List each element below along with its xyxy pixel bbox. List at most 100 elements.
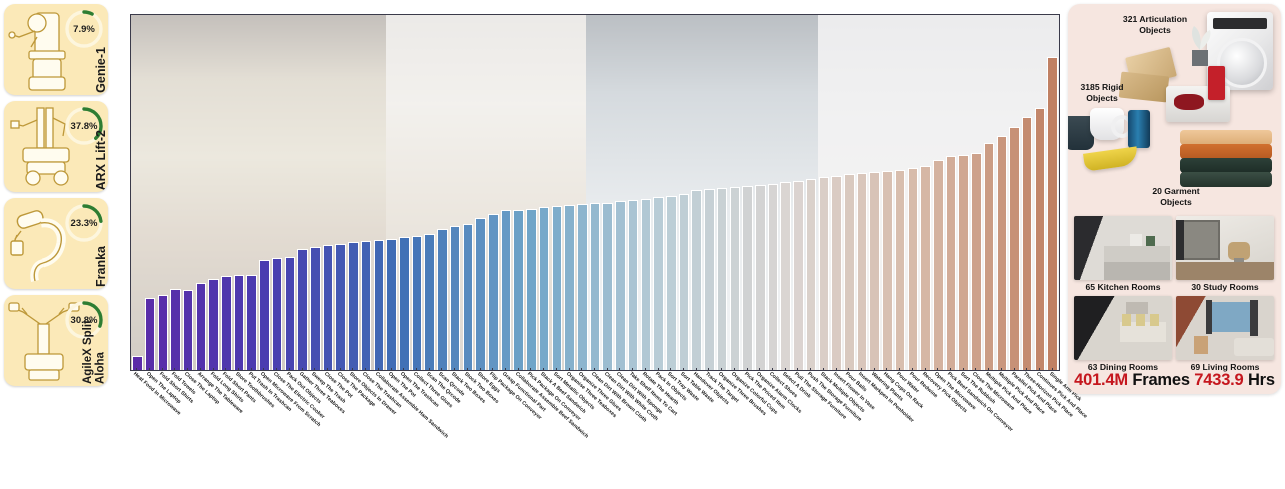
hours-label: Hrs [1247,371,1275,389]
x-tick-mark [632,368,634,371]
x-tick-mark [848,368,850,371]
y-tick-mark-0 [130,360,131,361]
rigid-line2: Objects [1086,92,1118,103]
bar-26 [462,223,474,370]
bar-31 [526,208,537,370]
white-mug-image [1090,108,1133,140]
bar-9 [246,274,258,370]
bar-45 [704,189,715,370]
x-tick-mark [466,368,468,371]
y-minor-tick [130,272,131,273]
folded-garments-image [1180,130,1272,187]
x-tick-mark [797,368,799,371]
bar-33 [551,205,563,370]
robot-name-franka: Franka [94,246,108,287]
bar-47 [729,187,741,370]
x-tick-mark [377,368,379,371]
bar-21 [399,237,410,370]
x-tick-mark [682,368,684,371]
bar-42 [665,196,677,370]
x-tick-mark [212,368,214,371]
robot-percent-genie1: 7.9% [73,23,95,35]
bar-1 [144,298,156,370]
bar-25 [449,226,461,370]
x-tick-mark [784,368,786,371]
x-tick-mark [911,368,913,371]
study-room-image [1176,216,1274,280]
dining-room-image [1074,296,1172,360]
mobile-lift-robot-icon [7,104,81,189]
bar-17 [348,241,359,370]
x-tick-mark [670,368,672,371]
x-tick-mark [606,368,608,371]
bar-12 [284,257,296,370]
x-tick-mark [238,368,240,371]
y-minor-tick [130,182,131,183]
plot-area: 10²10³10⁴10⁵ [130,14,1060,371]
bar-67 [983,142,995,370]
y-minor-tick [130,279,131,280]
x-tick-mark [1051,368,1053,371]
kitchen-room-caption: 65 Kitchen Rooms [1085,282,1161,292]
bar-0 [132,355,143,370]
x-tick-mark [771,368,773,371]
x-tick-mark [721,368,723,371]
robot-card-franka[interactable]: 23.3% Franka [4,198,108,289]
bar-15 [322,245,334,370]
x-axis-labels: Heat Food In Microwave Open The Laptop Fol… [130,368,1088,489]
task-distribution-chart: 10²10³10⁴10⁵ Heat Food In MicrowaveOpen … [112,6,1088,480]
bar-72 [1047,56,1058,370]
x-tick-mark [479,368,481,371]
bar-32 [538,207,550,370]
y-minor-tick [130,297,131,298]
y-minor-tick [130,88,131,89]
bar-56 [843,174,855,370]
x-tick-mark [1026,368,1028,371]
bar-54 [818,177,830,370]
bar-3 [170,288,181,370]
garment-objects-label: 20 Garment Objects [1116,186,1236,207]
x-tick-mark [860,368,862,371]
robot-card-genie1[interactable]: 7.9% Genie-1 [4,4,108,95]
x-tick-mark [1013,368,1015,371]
study-room-caption: 30 Study Rooms [1191,282,1259,292]
robot-card-agilex-split-aloha[interactable]: 30.8% AgileX Split Aloha [4,295,108,386]
bar-16 [335,243,347,370]
x-tick-mark [949,368,951,371]
x-tick-mark [937,368,939,371]
living-room-image [1176,296,1274,360]
banana-image [1083,146,1139,172]
x-tick-mark [428,368,430,371]
x-tick-mark [263,368,265,371]
x-tick-mark [161,368,163,371]
bar-6 [208,278,219,370]
x-tick-mark [657,368,659,371]
bar-7 [221,275,232,370]
robot-platform-panel: 7.9% Genie-1 [4,4,108,392]
y-minor-tick [130,101,131,102]
bar-43 [678,193,690,370]
bar-29 [500,210,512,370]
y-minor-tick [130,161,131,162]
x-tick-mark [543,368,545,371]
garment-line1: 20 Garment [1152,186,1200,196]
y-minor-tick [130,266,131,267]
bar-39 [627,199,639,370]
bar-5 [195,283,207,370]
robot-percent-arx-lift2: 37.8% [70,120,98,132]
y-minor-tick [130,174,131,175]
humanoid-robot-icon [7,7,81,92]
frames-value: 401.4M [1074,371,1128,389]
x-tick-mark [250,368,252,371]
x-tick-mark [365,368,367,371]
y-minor-tick [130,206,131,207]
x-tick-mark [873,368,875,371]
bar-41 [653,197,664,370]
robot-card-arx-lift2[interactable]: 37.8% ARX Lift-2 [4,101,108,192]
y-tick-mark-1 [130,255,131,256]
x-tick-mark [314,368,316,371]
x-tick-mark [390,368,392,371]
x-tick-mark [746,368,748,371]
rigid-line1: 3185 Rigid [1080,82,1124,92]
y-minor-tick [130,310,131,311]
